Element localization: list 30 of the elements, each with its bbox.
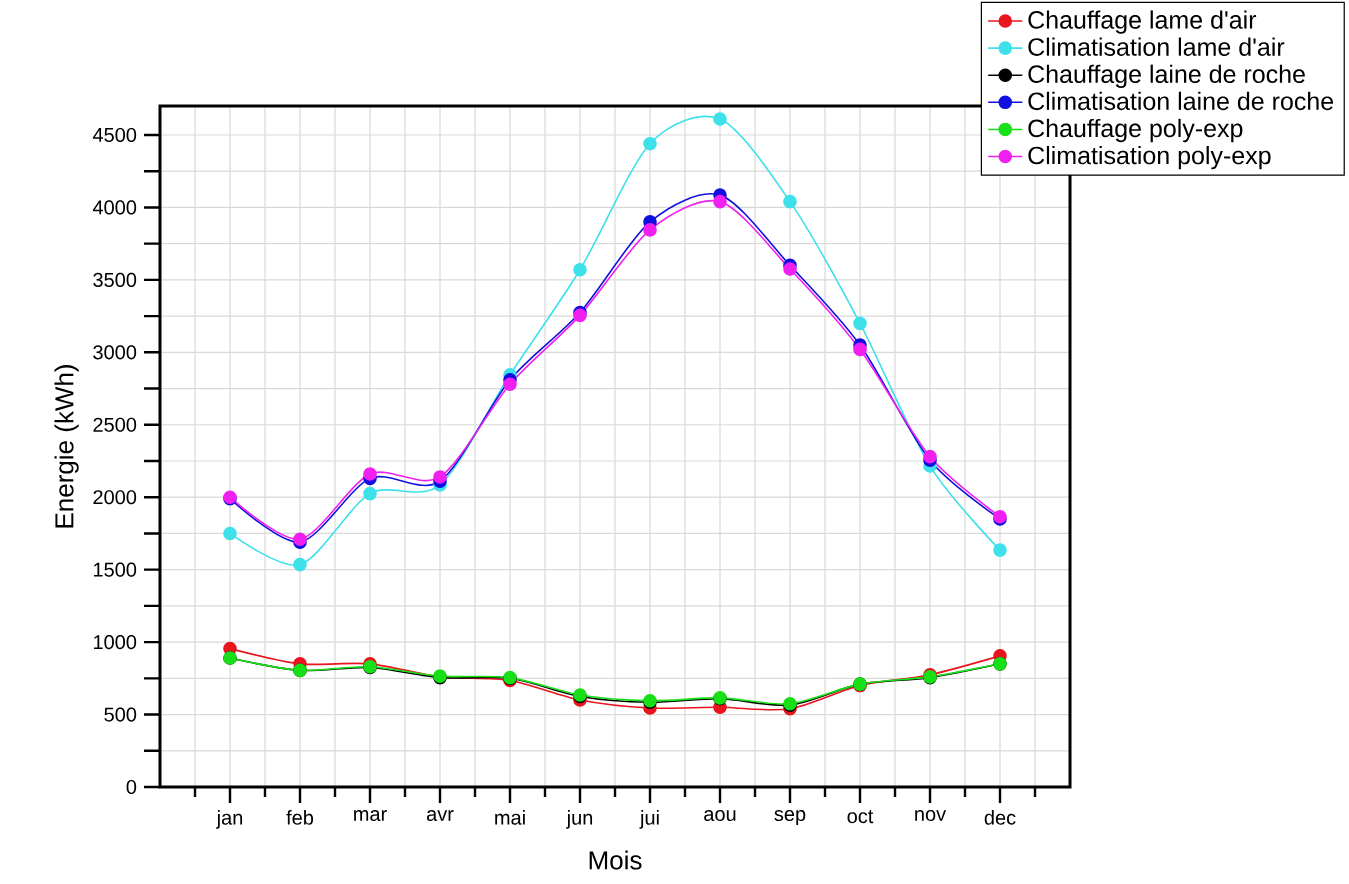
legend-label: Chauffage laine de roche — [1028, 64, 1305, 88]
x-tick-label: jui — [639, 810, 659, 829]
x-tick-label: jan — [216, 810, 243, 829]
x-tick-label: feb — [286, 810, 314, 825]
y-tick-label: 3000 — [93, 345, 137, 360]
legend-label: Chauffage poly-exp — [1028, 118, 1243, 143]
y-tick-label: 2500 — [93, 417, 137, 432]
y-tick-label: 4000 — [92, 200, 137, 215]
x-axis-title: Mois — [589, 850, 642, 870]
x-tick-label: nov — [915, 810, 947, 822]
y-axis-title: Energie (kWh) — [54, 365, 79, 528]
x-tick-label: avr — [426, 810, 454, 822]
x-tick-label: sep — [774, 810, 806, 825]
y-tick-label: 2000 — [93, 490, 137, 505]
y-tick-label: 1000 — [93, 635, 137, 650]
x-tick-label: dec — [984, 810, 1016, 825]
x-tick-label: aou — [704, 810, 736, 822]
legend-label: Climatisation laine de roche — [1028, 91, 1334, 111]
legend-label: Chauffage lame d'air — [1028, 10, 1257, 34]
y-tick-label: 3500 — [93, 272, 137, 287]
y-tick-label: 0 — [126, 779, 137, 795]
legend-label: Climatisation poly-exp — [1028, 145, 1271, 170]
x-tick-label: oct — [847, 810, 874, 824]
y-tick-label: 4500 — [92, 127, 137, 143]
x-tick-label: mar — [354, 810, 387, 822]
x-tick-label: mai — [495, 810, 525, 825]
legend-label: Climatisation lame d'air — [1028, 37, 1285, 56]
y-tick-label: 1500 — [93, 562, 137, 577]
y-tick-label: 500 — [104, 707, 137, 722]
x-tick-label: jun — [566, 810, 593, 829]
